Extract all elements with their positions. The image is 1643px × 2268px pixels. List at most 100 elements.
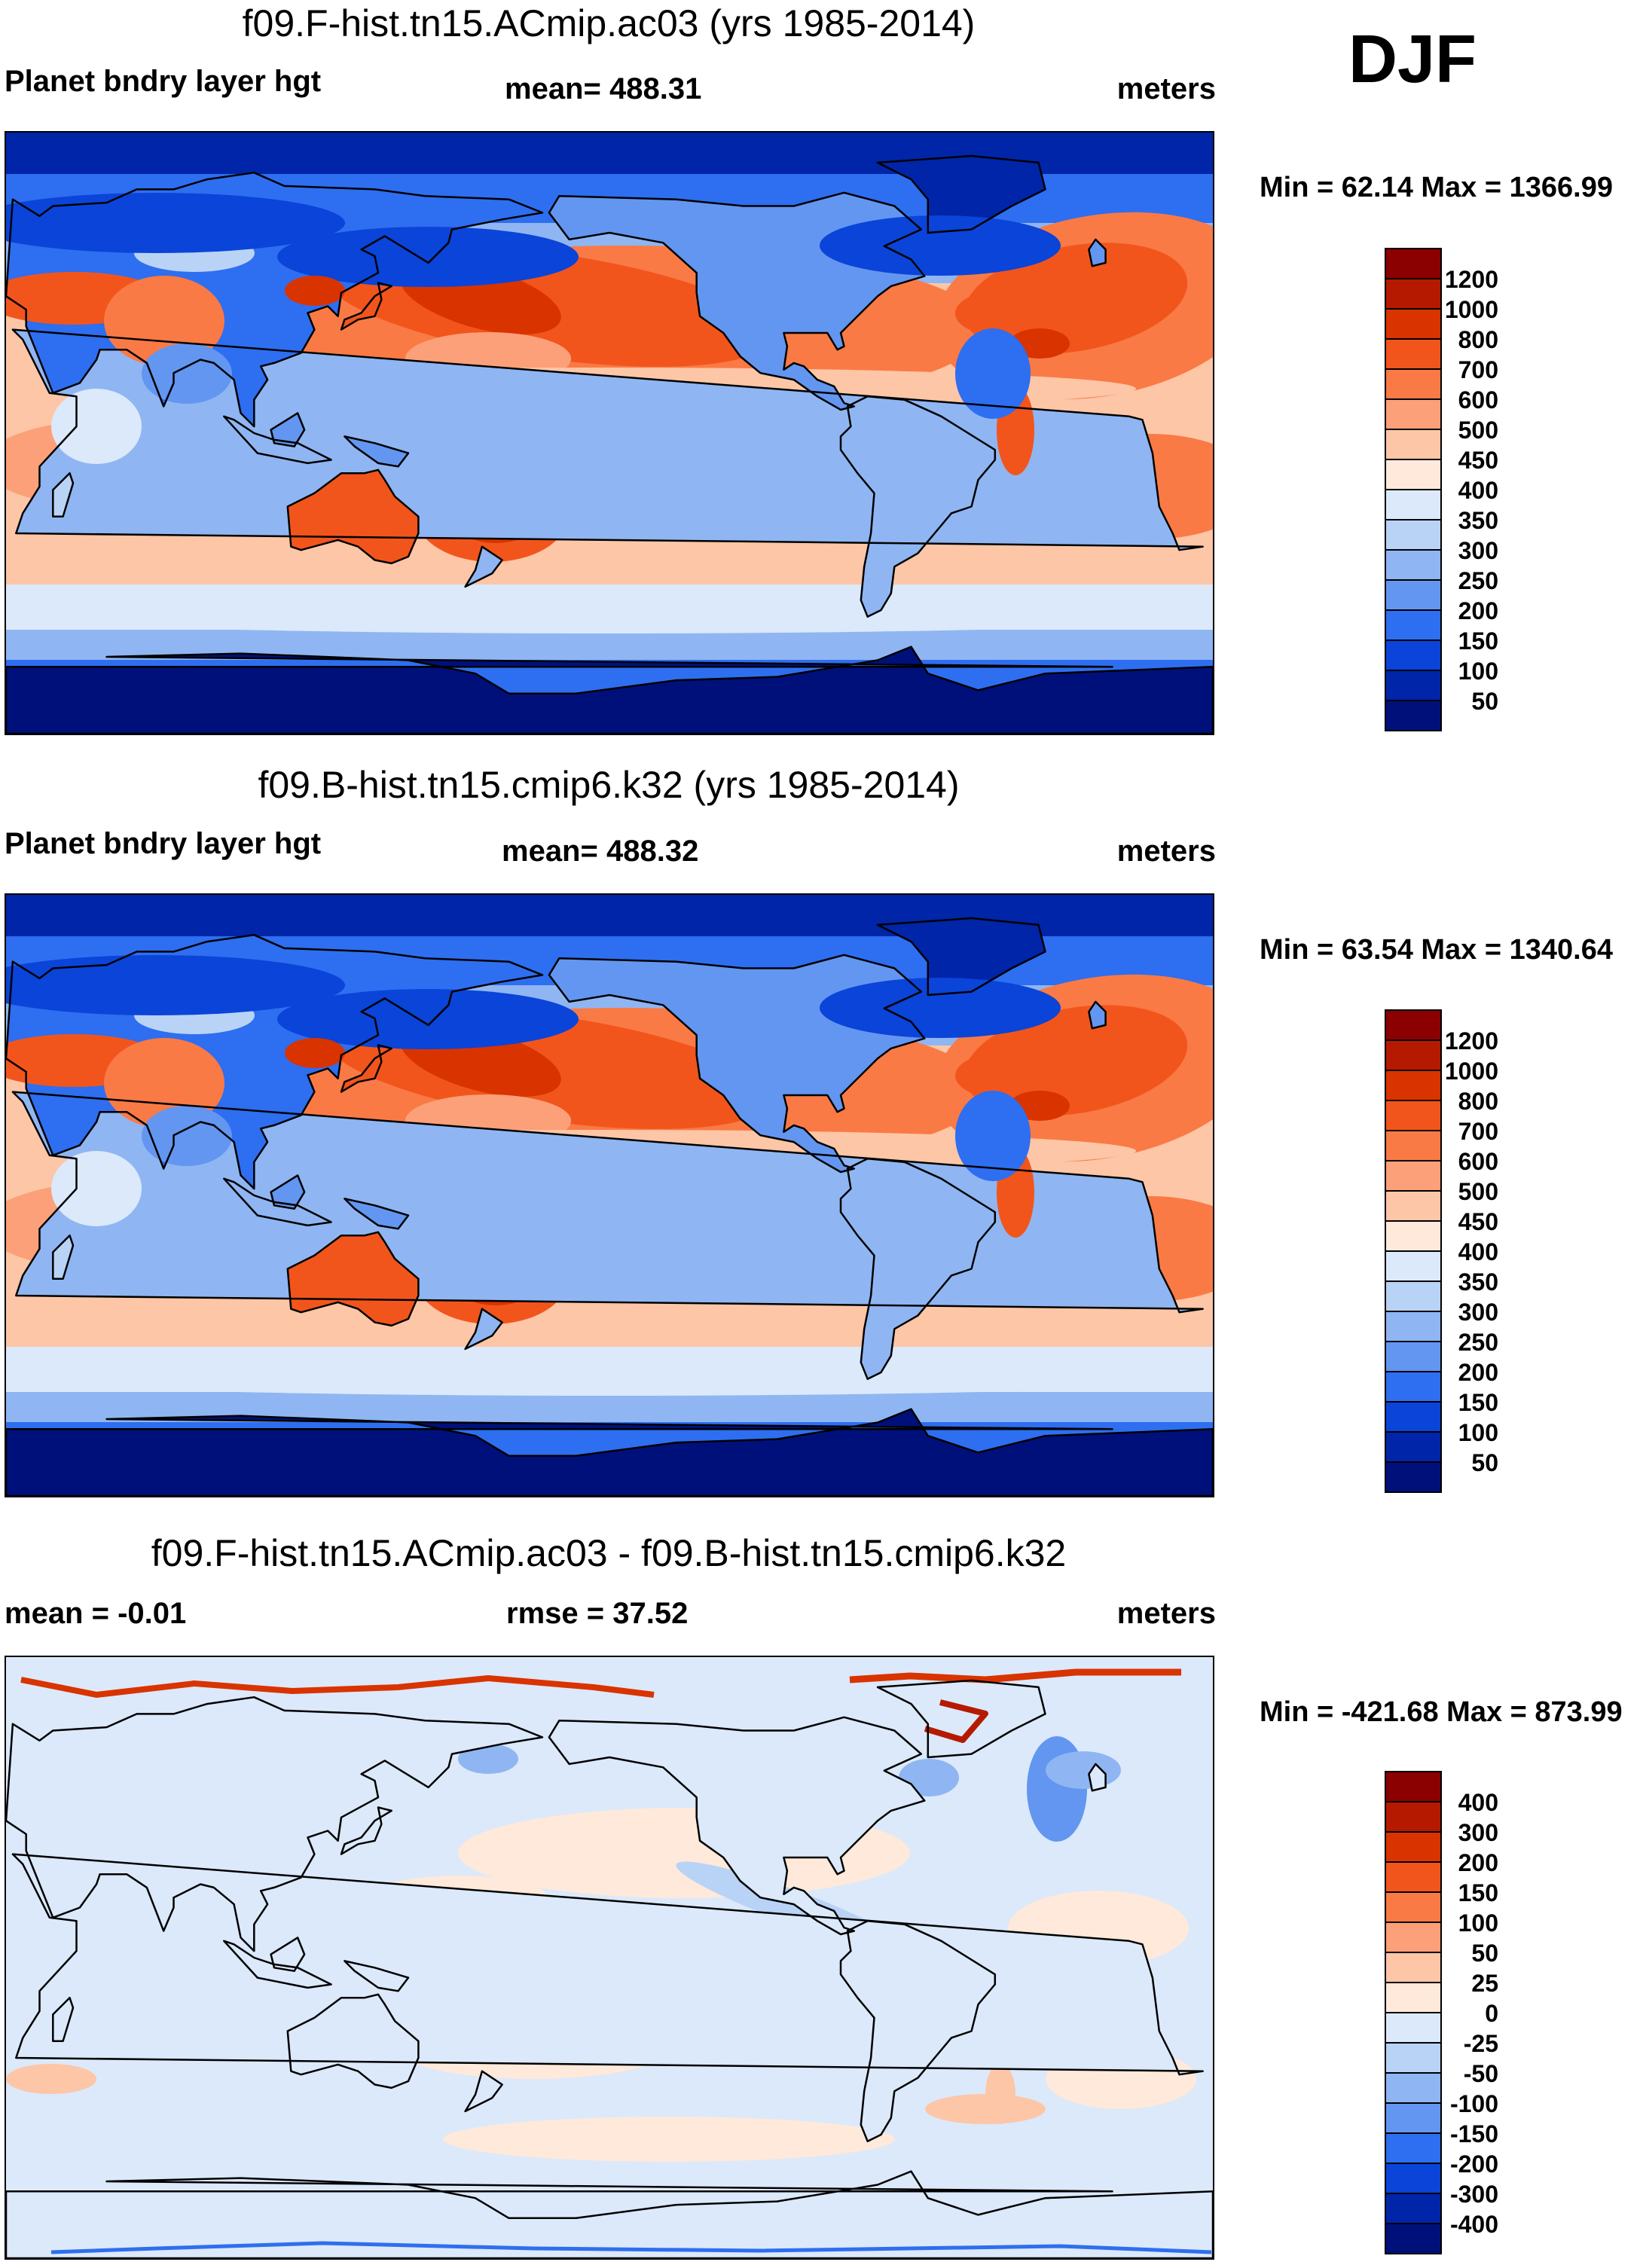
colorbar-swatch <box>1385 1190 1442 1222</box>
panel-1-units-label: meters <box>1116 72 1216 105</box>
colorbar-tick-label: 100 <box>1458 1419 1498 1446</box>
coastline-namerica <box>548 1716 926 1936</box>
field-contour <box>955 1091 1031 1181</box>
panel-3-title: f09.F-hist.tn15.ACmip.ac03 - f09.B-hist.… <box>151 1532 1067 1574</box>
colorbar-swatch <box>1385 1831 1442 1863</box>
colorbar-tick-label: 350 <box>1458 507 1498 534</box>
field-contour <box>51 389 142 464</box>
field-contour <box>51 1151 142 1226</box>
land-field-madagascar <box>53 1998 73 2041</box>
panel-1-variable-label: Planet bndry layer hgt <box>5 65 322 98</box>
colorbar-swatch <box>1385 1039 1442 1071</box>
colorbar-tick-label: 0 <box>1485 2000 1498 2027</box>
colorbar-swatch <box>1385 1070 1442 1101</box>
coastline-borneo <box>270 1937 306 1972</box>
colorbar-swatch <box>1385 2163 1442 2194</box>
panel-3-field <box>6 1657 1213 2258</box>
colorbar-swatch <box>1385 2223 1442 2254</box>
field-edge-anomaly <box>20 1675 655 1698</box>
coastline-eurasia <box>6 933 544 1190</box>
field-edge-anomaly <box>849 1668 1181 1683</box>
colorbar-swatch <box>1385 1281 1442 1312</box>
colorbar-tick-label: 50 <box>1471 688 1498 715</box>
coastline-japan <box>340 1806 392 1855</box>
panel-3-map <box>5 1656 1214 2260</box>
colorbar-tick-label: 150 <box>1458 627 1498 655</box>
coastline-japan <box>340 282 392 331</box>
colorbar-swatch <box>1385 579 1442 611</box>
land-field-australia <box>287 1232 419 1326</box>
colorbar-swatch <box>1385 1371 1442 1403</box>
colorbar-tick-label: 250 <box>1458 567 1498 594</box>
field-edge-anomaly <box>50 2241 1212 2254</box>
land-field-eurasia <box>6 1697 542 1952</box>
coastline-namerica <box>548 954 926 1174</box>
colorbar-tick-label: 350 <box>1458 1268 1498 1296</box>
colorbar-tick-label: 150 <box>1458 1879 1498 1906</box>
coastline-indonesia <box>223 415 332 465</box>
colorbar-swatch <box>1385 1922 1442 1953</box>
field-contour <box>285 276 345 306</box>
colorbar-swatch <box>1385 1861 1442 1893</box>
coastline-samerica <box>839 1919 997 2143</box>
land-field-newguinea <box>344 436 408 467</box>
field-contour <box>955 328 1031 419</box>
colorbar-swatch <box>1385 1461 1442 1493</box>
field-contour <box>285 1038 345 1068</box>
colorbar-tick-label: -50 <box>1464 2060 1498 2087</box>
coastline-borneo <box>270 1174 306 1210</box>
land-field-namerica <box>548 1717 925 1934</box>
colorbar-swatch <box>1385 1220 1442 1252</box>
colorbar-swatch <box>1385 1311 1442 1342</box>
colorbar-tick-label: 100 <box>1458 1909 1498 1937</box>
coastline-antarctica <box>6 646 1213 734</box>
panel-2-title: f09.B-hist.tn15.cmip6.k32 (yrs 1985-2014… <box>258 764 960 806</box>
land-field-samerica <box>841 396 995 617</box>
colorbar-tick-label: 450 <box>1458 447 1498 474</box>
colorbar-swatch <box>1385 2102 1442 2134</box>
field-contour <box>6 596 1213 633</box>
colorbar-swatch <box>1385 398 1442 430</box>
colorbar-swatch <box>1385 670 1442 701</box>
coastline-antarctica <box>6 1408 1213 1496</box>
field-contour <box>142 1106 232 1166</box>
land-field-newguinea <box>344 1198 408 1229</box>
colorbar-tick-label: 500 <box>1458 1178 1498 1205</box>
land-field-madagascar <box>53 1235 73 1279</box>
coastline-eurasia <box>6 171 544 428</box>
land-field-borneo <box>270 413 305 447</box>
coastline-madagascar <box>52 472 75 518</box>
colorbar-tick-label: -400 <box>1450 2211 1498 2238</box>
colorbar-tick-label: 700 <box>1458 1118 1498 1145</box>
coastline-newguinea <box>344 435 410 468</box>
colorbar-tick-label: -300 <box>1450 2181 1498 2208</box>
coastline-africa <box>11 1091 1204 1314</box>
colorbar-tick-label: 1200 <box>1445 1027 1498 1055</box>
panel-2-mean-label: mean= 488.32 <box>502 835 699 868</box>
colorbar-swatch <box>1385 2042 1442 2074</box>
coastline-uk <box>1088 1763 1107 1792</box>
land-field-indonesia <box>224 1940 331 1988</box>
colorbar-tick-label: 400 <box>1458 1238 1498 1265</box>
panel-2-variable-label: Planet bndry layer hgt <box>5 827 322 860</box>
colorbar-tick-label: 250 <box>1458 1329 1498 1356</box>
colorbar-tick-label: -25 <box>1464 2030 1498 2057</box>
colorbar-swatch <box>1385 1431 1442 1463</box>
panel-3-minmax: Min = -421.68 Max = 873.99 <box>1260 1696 1623 1728</box>
colorbar-tick-label: 100 <box>1458 658 1498 685</box>
colorbar-tick-label: 800 <box>1458 326 1498 353</box>
field-contour <box>443 2117 895 2162</box>
coastline-uk <box>1088 238 1107 267</box>
colorbar-tick-label: 600 <box>1458 386 1498 414</box>
colorbar-tick-label: 450 <box>1458 1208 1498 1235</box>
land-field-antarctica <box>6 2171 1213 2258</box>
field-contour <box>277 227 579 287</box>
field-edge-anomaly <box>924 1699 988 1743</box>
coastline-samerica <box>839 395 997 618</box>
land-field-antarctica <box>6 646 1213 734</box>
field-contour <box>820 978 1061 1038</box>
land-field-nzealand <box>465 2071 502 2111</box>
colorbar-swatch <box>1385 278 1442 310</box>
colorbar-swatch <box>1385 1401 1442 1433</box>
colorbar-swatch <box>1385 549 1442 581</box>
